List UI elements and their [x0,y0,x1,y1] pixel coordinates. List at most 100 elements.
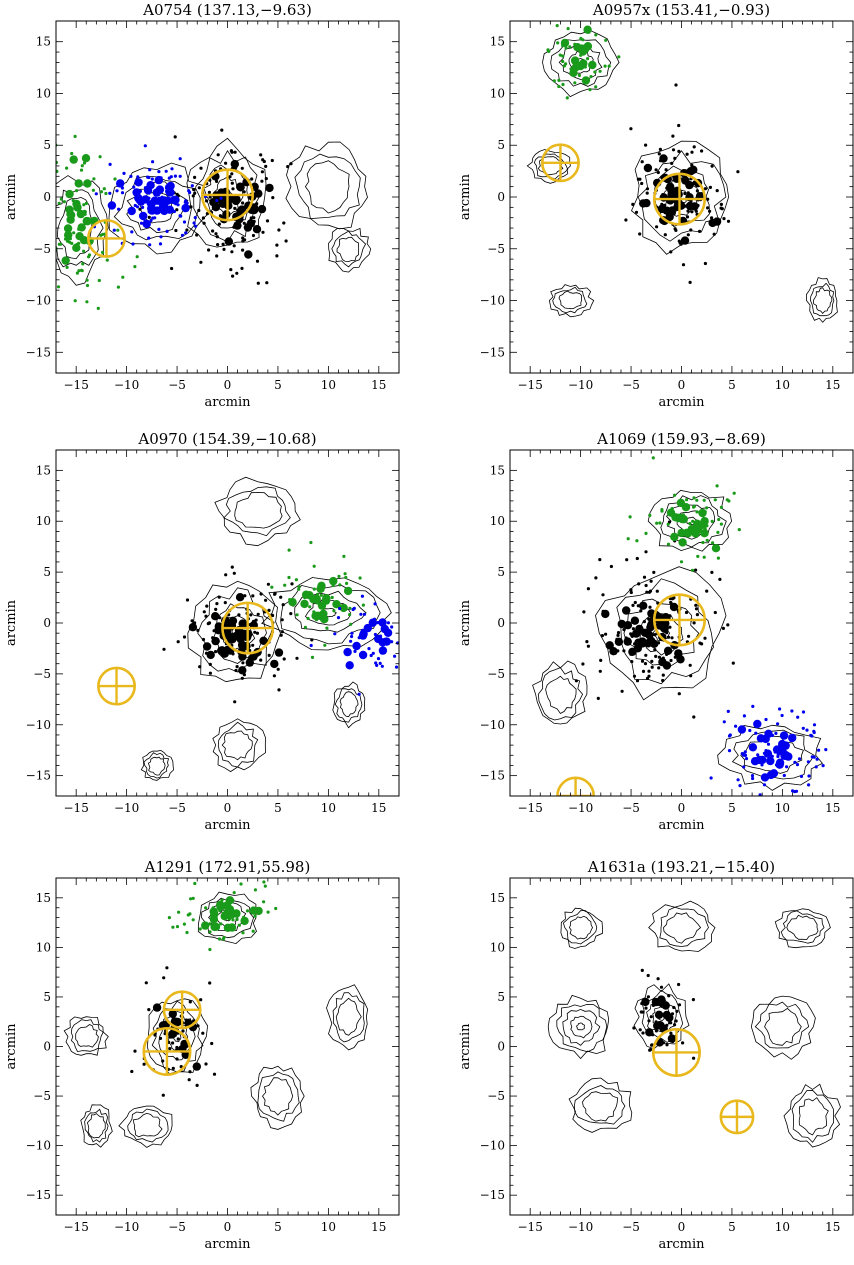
contour-line [556,1004,608,1053]
galaxy-point-small [325,626,329,630]
galaxy-point-large [165,205,174,214]
galaxy-point-small [686,233,690,237]
galaxy-point-small [336,616,341,620]
galaxy-point-small [669,1031,673,1035]
galaxy-point-small [703,636,707,640]
galaxy-point-large [579,59,588,68]
contour-line [56,189,104,268]
galaxy-point-small [193,191,197,195]
y-tick-label: 10 [490,86,505,100]
y-tick-label: −15 [480,1188,505,1202]
galaxy-point-small [116,285,120,289]
galaxy-point-small [342,554,346,559]
galaxy-point-small [287,575,291,580]
galaxy-point-small [589,75,593,79]
y-tick-label: 0 [43,616,51,630]
galaxy-point-small [188,1000,192,1004]
contour-line [798,1097,829,1136]
contour-line [532,660,588,725]
galaxy-point-small [742,765,746,769]
contour-line [335,997,362,1036]
galaxy-point-small [202,221,206,225]
galaxy-point-small [264,598,268,602]
galaxy-point-small [56,169,59,173]
galaxy-point-small [642,575,647,579]
galaxy-point-small [607,64,611,68]
galaxy-point-large [211,203,221,212]
galaxy-point-small [727,749,732,753]
galaxy-point-small [719,505,724,509]
galaxy-point-small [604,632,608,636]
x-tick-label: 5 [274,1220,282,1234]
galaxy-point-small [81,262,85,266]
plot-area [56,128,372,310]
galaxy-point-small [122,171,126,175]
galaxy-point-small [762,783,767,787]
galaxy-point-small [295,656,299,660]
galaxy-point-small [237,923,241,927]
galaxy-point-small [695,189,700,193]
galaxy-point-small [754,731,758,735]
galaxy-point-small [184,199,188,203]
contour-line [558,290,583,310]
galaxy-point-large [601,609,610,619]
galaxy-point-small [138,207,142,211]
contour-line [304,160,350,214]
galaxy-point-small [690,210,694,214]
galaxy-point-large [781,741,790,750]
galaxy-point-small [230,172,234,176]
y-tick-label: 10 [490,514,505,528]
galaxy-point-small [358,576,362,580]
galaxy-point-small [282,657,286,661]
galaxy-point-small [588,88,592,92]
galaxy-point-small [208,195,212,199]
galaxy-point-small [726,709,730,714]
galaxy-point-small [594,576,598,580]
galaxy-point-small [557,78,561,82]
galaxy-point-large [634,638,643,647]
galaxy-point-small [556,41,560,45]
y-tick-label: −5 [33,242,51,256]
galaxy-point-small [94,192,98,196]
galaxy-point-small [722,720,726,724]
galaxy-point-small [260,179,264,183]
y-tick-label: 15 [490,463,505,477]
galaxy-point-small [644,653,648,657]
galaxy-point-small [75,271,79,275]
galaxy-point-small [79,168,84,172]
galaxy-point-small [706,197,710,201]
galaxy-point-small [669,658,673,663]
galaxy-point-small [242,221,246,225]
galaxy-point-small [373,602,377,606]
galaxy-point-small [782,773,786,778]
galaxy-point-small [211,229,215,233]
contour-line [547,994,610,1060]
galaxy-point-large [748,743,758,752]
galaxy-point-small [790,709,794,713]
galaxy-point-large [560,38,570,48]
galaxy-point-small [233,700,237,704]
galaxy-point-small [710,570,714,575]
galaxy-point-small [251,929,255,933]
galaxy-point-small [212,1072,217,1076]
galaxy-point-small [72,231,76,235]
galaxy-point-small [176,203,180,207]
galaxy-point-small [594,33,598,37]
galaxy-point-small [253,630,257,634]
plot-area [532,456,828,796]
galaxy-point-small [230,250,234,254]
galaxy-point-large [210,922,219,932]
galaxy-point-small [684,610,689,615]
galaxy-point-small [214,232,218,236]
galaxy-point-small [185,930,189,935]
galaxy-point-small [715,189,719,193]
galaxy-point-small [748,728,752,733]
galaxy-point-small [702,555,706,559]
contour-line [336,236,360,263]
x-tick-label: −15 [64,1220,89,1234]
galaxy-point-large [646,623,655,632]
contour-line [659,906,709,947]
galaxy-point-small [176,1037,180,1041]
galaxy-point-small [190,619,194,623]
galaxy-point-small [82,249,86,253]
